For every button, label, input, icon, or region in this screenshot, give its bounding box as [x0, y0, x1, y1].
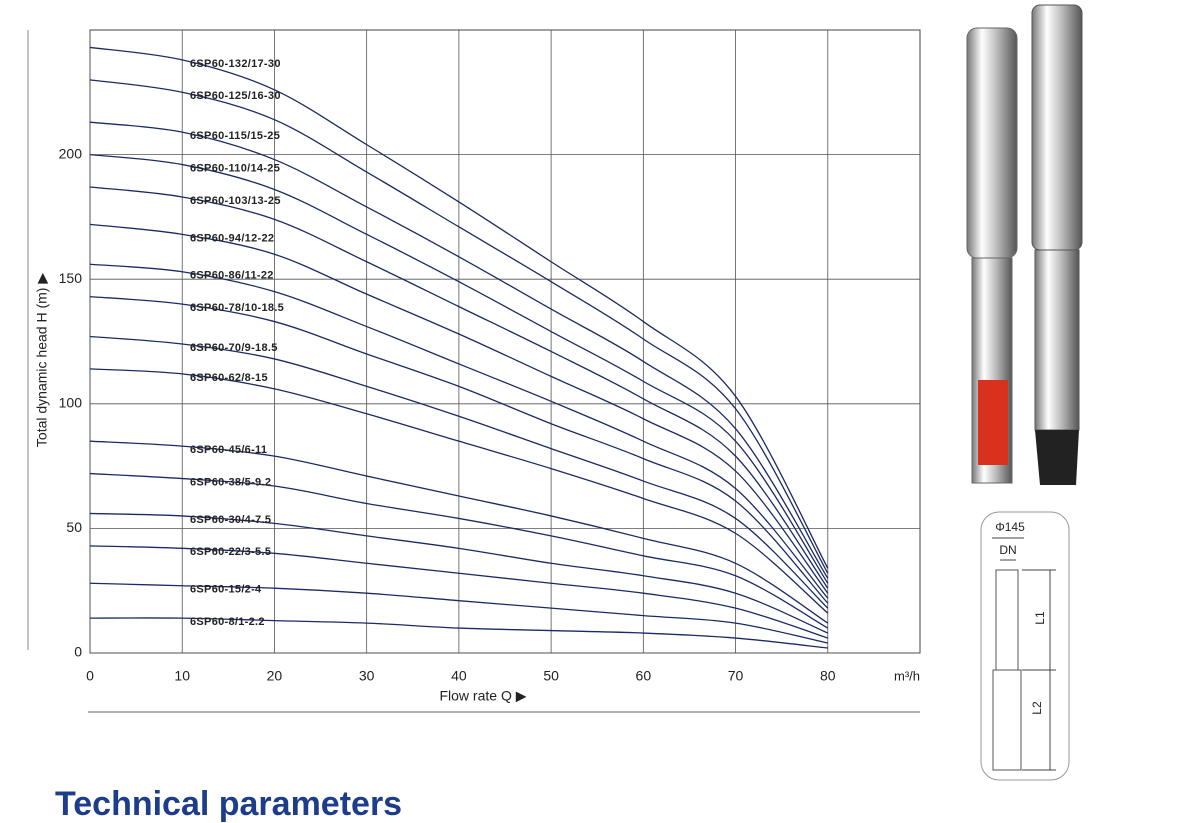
curve-label: 6SP60-30/4-7.5 [190, 514, 271, 526]
x-tick-label: 70 [728, 668, 744, 684]
x-tick-label: 60 [636, 668, 652, 684]
y-axis-label: Total dynamic head H (m) ▶ [34, 273, 50, 447]
curve-label: 6SP60-22/3-5.5 [190, 546, 271, 558]
curve-label: 6SP60-45/6-11 [190, 444, 267, 456]
pump-photo [966, 4, 1083, 485]
curve [89, 263, 829, 599]
x-axis-label: Flow rate Q ▶ [439, 688, 526, 704]
curve [89, 617, 828, 649]
x-tick-label: 0 [86, 668, 94, 684]
curve [89, 121, 829, 579]
x-tick-label: 40 [451, 668, 467, 684]
curve-label: 6SP60-125/16-30 [190, 90, 281, 102]
curve [89, 440, 829, 624]
curve [89, 512, 829, 634]
curve-label: 6SP60-94/12-22 [190, 232, 274, 244]
y-tick-label: 200 [59, 145, 83, 161]
curve [89, 46, 829, 569]
x-unit: m³/h [894, 668, 920, 683]
x-tick-label: 80 [820, 668, 836, 684]
curve [89, 545, 828, 639]
curve [89, 472, 829, 629]
y-tick-label: 0 [74, 644, 82, 660]
curve-label: 6SP60-78/10-18.5 [190, 302, 284, 314]
curve-label: 6SP60-70/9-18.5 [190, 342, 278, 354]
curve-label: 6SP60-38/5-9.2 [190, 476, 271, 488]
curve-label: 6SP60-15/2-4 [190, 584, 262, 596]
curve [89, 186, 829, 589]
curve [89, 335, 829, 609]
footer-heading: Technical parameters [55, 785, 402, 823]
curve-label: 6SP60-103/13-25 [190, 195, 281, 207]
curve-label: 6SP60-132/17-30 [190, 58, 281, 70]
x-tick-label: 10 [174, 668, 190, 684]
curve-label: 6SP60-115/15-25 [190, 130, 280, 142]
curve [89, 582, 828, 644]
x-tick-label: 30 [359, 668, 375, 684]
x-tick-label: 50 [543, 668, 559, 684]
dn-label: DN [999, 543, 1016, 557]
x-tick-label: 20 [267, 668, 283, 684]
y-tick-label: 100 [59, 395, 83, 411]
curve-label: 6SP60-86/11-22 [190, 270, 274, 282]
curve-label: 6SP60-110/14-25 [190, 162, 280, 174]
curve [89, 153, 829, 584]
y-tick-label: 150 [59, 270, 83, 286]
y-tick-label: 50 [66, 519, 82, 535]
diameter-label: Φ145 [995, 520, 1025, 534]
curve [89, 295, 829, 604]
curve [89, 223, 829, 594]
curve-label: 6SP60-62/8-15 [190, 372, 268, 384]
curve [89, 368, 829, 614]
curve-label: 6SP60-8/1-2.2 [190, 616, 265, 628]
l2-label: L2 [1030, 701, 1044, 715]
l1-label: L1 [1033, 611, 1047, 625]
curve [89, 79, 829, 574]
dimension-drawing [980, 511, 1070, 781]
